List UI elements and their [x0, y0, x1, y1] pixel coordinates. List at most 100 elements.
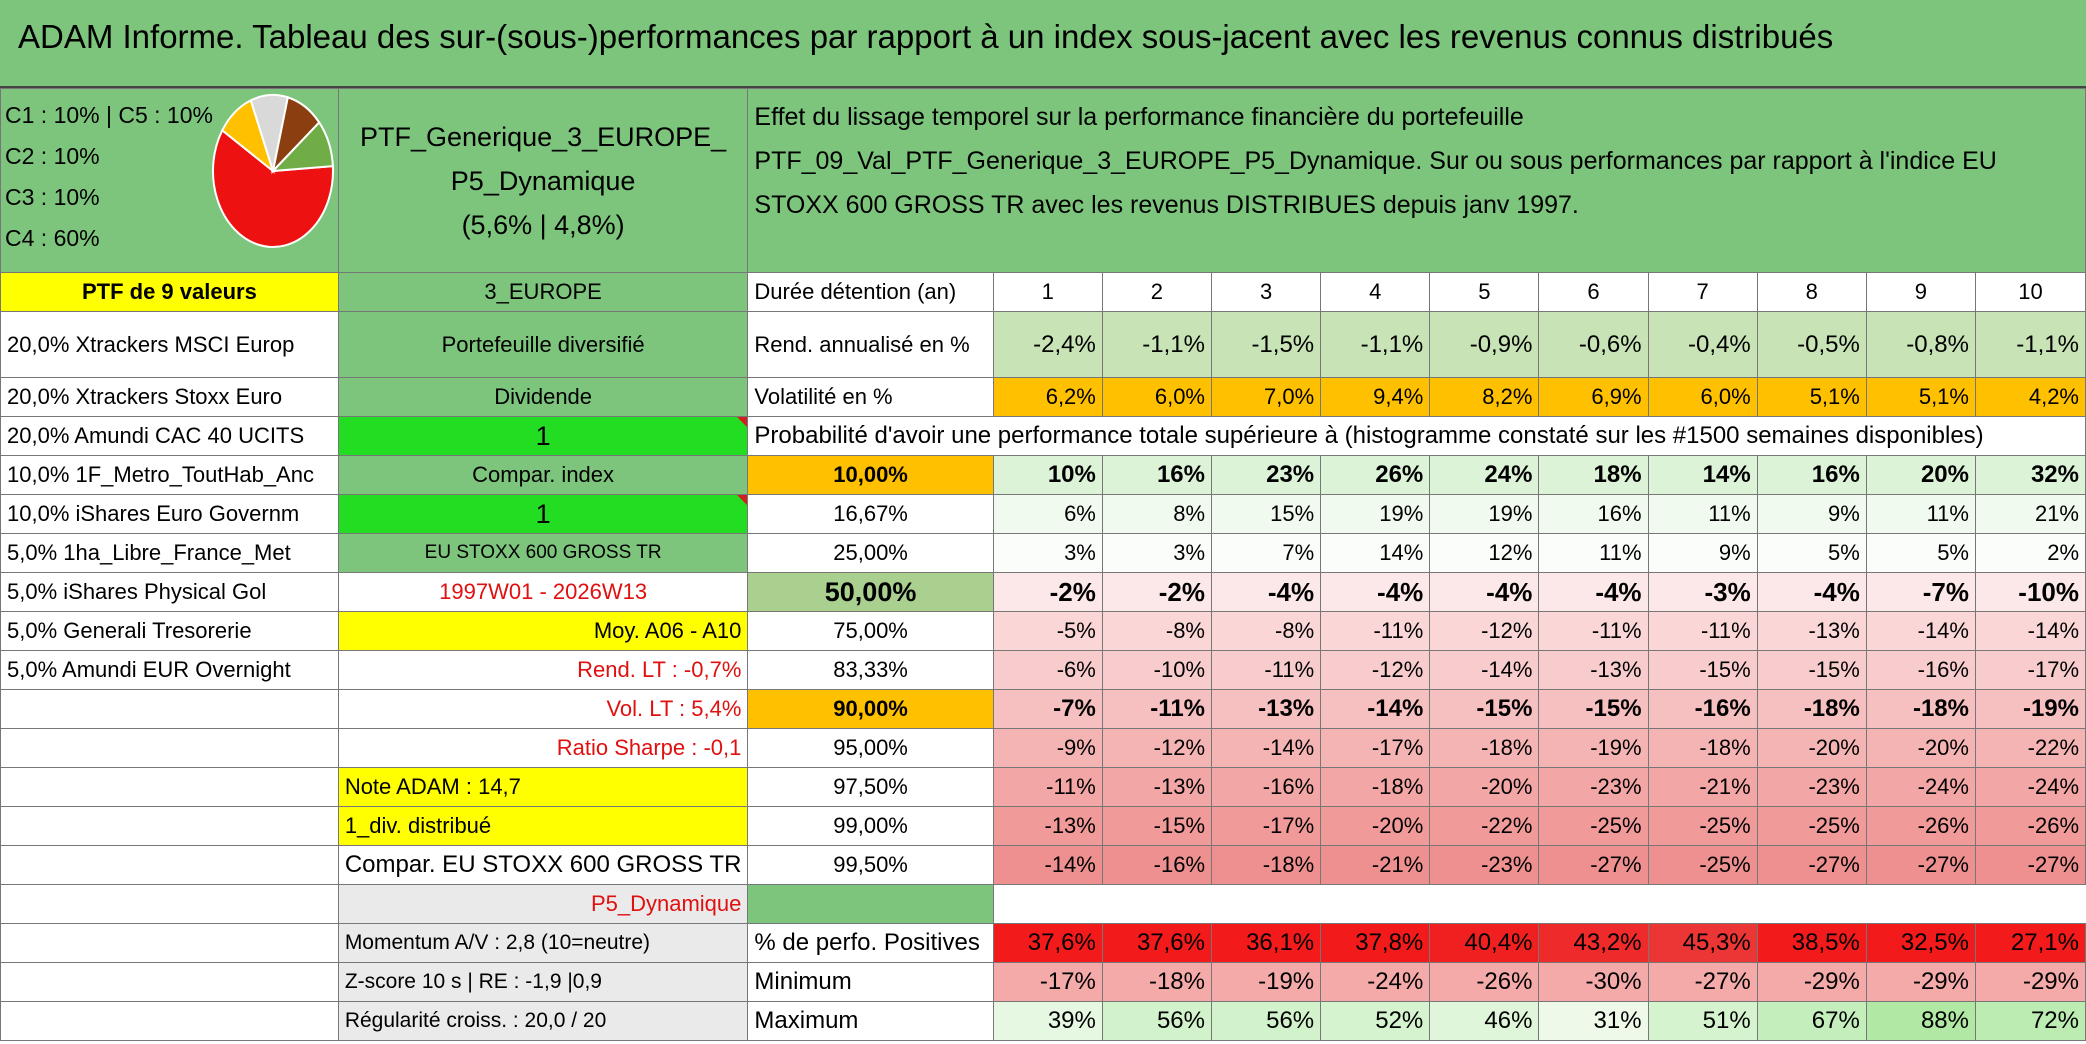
- quantile-value: -8%: [1210, 611, 1322, 651]
- annual-return-label: Rend. annualisé en %: [747, 311, 994, 378]
- quantile-threshold: 95,00%: [747, 728, 994, 768]
- holding: 5,0% Generali Tresorerie: [0, 611, 339, 651]
- year-header: 9: [1865, 272, 1976, 312]
- volatility-value: 6,9%: [1538, 377, 1649, 417]
- portfolio-title-cell: PTF_Generique_3_EUROPE_ P5_Dynamique (5,…: [337, 88, 749, 273]
- quantile-value: -21%: [1320, 845, 1431, 885]
- maximum-value: 31%: [1538, 1001, 1649, 1041]
- volatility-value: 5,1%: [1865, 377, 1976, 417]
- quantile-threshold: 10,00%: [747, 455, 994, 495]
- quantile-value: 6%: [992, 494, 1103, 534]
- quantile-value: -13%: [1756, 611, 1867, 651]
- annual-return-value: -1,1%: [1320, 311, 1431, 378]
- quantile-value: -20%: [1756, 728, 1867, 768]
- adam-score: Note ADAM : 14,7: [337, 767, 749, 807]
- quantile-value: -8%: [1101, 611, 1213, 651]
- quantile-value: 11%: [1865, 494, 1976, 534]
- report-title-bar: ADAM Informe. Tableau des sur-(sous-)per…: [0, 0, 2086, 88]
- quantile-value: 7%: [1210, 533, 1322, 573]
- maximum-value: 51%: [1647, 1001, 1758, 1041]
- quantile-value: -24%: [1865, 767, 1976, 807]
- maximum-label: Maximum: [747, 1001, 994, 1041]
- positive-perf-value: 40,4%: [1429, 923, 1540, 963]
- minimum-value: -29%: [1865, 962, 1976, 1002]
- quantile-value: 11%: [1647, 494, 1758, 534]
- quantile-value: 16%: [1101, 455, 1213, 495]
- quantile-threshold: 99,00%: [747, 806, 994, 846]
- quantile-value: -26%: [1865, 806, 1976, 846]
- quantile-value: 15%: [1210, 494, 1322, 534]
- maximum-value: 56%: [1210, 1001, 1322, 1041]
- quantile-value: -14%: [1974, 611, 2086, 651]
- composition-line: C3 : 10%: [5, 184, 100, 210]
- long-term-return: Rend. LT : -0,7%: [337, 650, 749, 690]
- quantile-value: 19%: [1320, 494, 1431, 534]
- volatility-value: 6,0%: [1647, 377, 1758, 417]
- quantile-value: -23%: [1538, 767, 1649, 807]
- quantile-value: 32%: [1974, 455, 2086, 495]
- quantile-value: 16%: [1756, 455, 1867, 495]
- quantile-value: -27%: [1538, 845, 1649, 885]
- quantile-value: -13%: [992, 806, 1103, 846]
- quantile-value: 26%: [1320, 455, 1431, 495]
- volatility-value: 6,0%: [1101, 377, 1213, 417]
- dividend-flag: 1: [337, 416, 749, 456]
- allocation-pie-chart: [212, 94, 334, 248]
- quantile-value: -4%: [1429, 572, 1540, 612]
- quantile-value: 5%: [1756, 533, 1867, 573]
- compare-flag: 1: [337, 494, 749, 534]
- quantile-value: 9%: [1756, 494, 1867, 534]
- positive-perf-value: 27,1%: [1974, 923, 2086, 963]
- minimum-value: -17%: [992, 962, 1103, 1002]
- zone-label: 3_EUROPE: [337, 272, 749, 312]
- diversified-label: Portefeuille diversifié: [337, 311, 749, 378]
- pie-slice-c5: [270, 120, 334, 173]
- volatility-value: 9,4%: [1320, 377, 1431, 417]
- compare-index-label: Compar. index: [337, 455, 749, 495]
- quantile-threshold: 75,00%: [747, 611, 994, 651]
- quantile-value: -25%: [1756, 806, 1867, 846]
- holding: 5,0% 1ha_Libre_France_Met: [0, 533, 339, 573]
- quantile-value: -15%: [1429, 689, 1540, 729]
- quantile-value: -15%: [1101, 806, 1213, 846]
- quantile-value: -11%: [1320, 611, 1431, 651]
- maximum-value: 56%: [1101, 1001, 1213, 1041]
- quantile-value: 10%: [992, 455, 1103, 495]
- quantile-value: -7%: [1865, 572, 1976, 612]
- quantile-value: -6%: [992, 650, 1103, 690]
- holding: 20,0% Amundi CAC 40 UCITS: [0, 416, 339, 456]
- minimum-value: -24%: [1320, 962, 1431, 1002]
- volatility-value: 4,2%: [1974, 377, 2086, 417]
- maximum-value: 46%: [1429, 1001, 1540, 1041]
- quantile-value: 5%: [1865, 533, 1976, 573]
- quantile-value: 16%: [1538, 494, 1649, 534]
- empty-cell: [0, 923, 339, 963]
- quantile-value: 21%: [1974, 494, 2086, 534]
- quantile-value: -4%: [1320, 572, 1431, 612]
- average-label: Moy. A06 - A10: [337, 611, 749, 651]
- quantile-value: -11%: [1647, 611, 1758, 651]
- quantile-value: -12%: [1320, 650, 1431, 690]
- quantile-value: -21%: [1647, 767, 1758, 807]
- regularity-label: Régularité croiss. : 20,0 / 20: [337, 1001, 749, 1041]
- quantile-threshold: 25,00%: [747, 533, 994, 573]
- quantile-value: -18%: [1865, 689, 1976, 729]
- quantile-value: -2%: [1101, 572, 1213, 612]
- minimum-value: -27%: [1647, 962, 1758, 1002]
- quantile-value: -5%: [992, 611, 1103, 651]
- portfolio-perf: (5,6% | 4,8%): [461, 209, 625, 240]
- minimum-value: -26%: [1429, 962, 1540, 1002]
- quantile-value: -2%: [992, 572, 1103, 612]
- empty-cell: [0, 962, 339, 1002]
- annual-return-value: -0,6%: [1538, 311, 1649, 378]
- empty-cell: [0, 1001, 339, 1041]
- maximum-value: 52%: [1320, 1001, 1431, 1041]
- quantile-value: 11%: [1538, 533, 1649, 573]
- quantile-value: 3%: [992, 533, 1103, 573]
- volatility-label: Volatilité en %: [747, 377, 994, 417]
- annual-return-value: -0,5%: [1756, 311, 1867, 378]
- year-header: 1: [992, 272, 1103, 312]
- quantile-value: -13%: [1210, 689, 1322, 729]
- quantile-value: -4%: [1538, 572, 1649, 612]
- index-name: EU STOXX 600 GROSS TR: [337, 533, 749, 573]
